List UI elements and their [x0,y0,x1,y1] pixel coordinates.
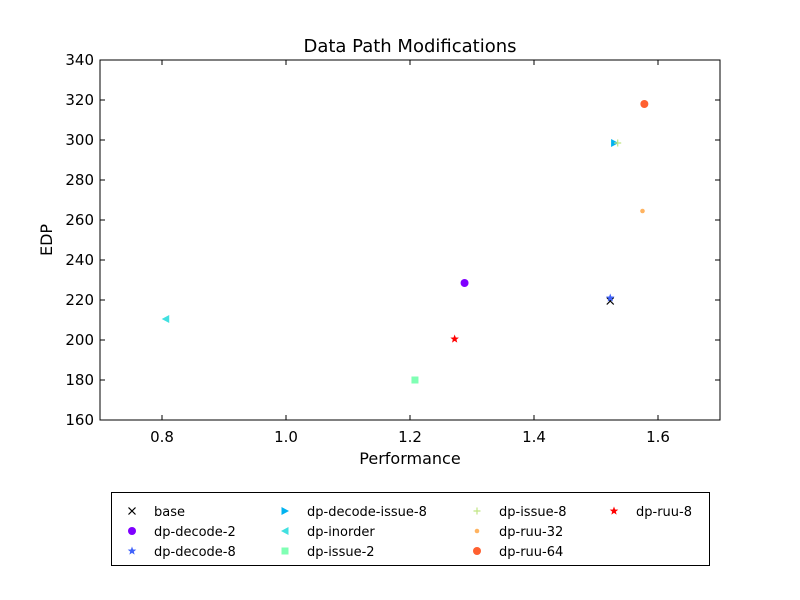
legend-marker-base [128,507,136,515]
data-point-dp-ruu-64 [640,100,649,108]
y-tick-label: 260 [65,211,94,229]
x-tick-label: 0.8 [150,428,174,446]
legend-label: dp-issue-2 [307,545,375,560]
legend-label: dp-decode-8 [154,545,236,560]
axes: 0.8 1.0 1.2 1.4 1.6 160 180 200 220 240 260 280 300 3… [65,51,721,446]
y-tick-label: 220 [65,291,94,309]
data-point-dp-issue-8 [614,139,622,147]
legend-marker-dp-ruu-64 [473,547,481,555]
data-points [161,100,649,384]
data-point-dp-decode-8 [605,293,615,302]
y-tick-label: 300 [65,131,94,149]
x-tick-label: 1.4 [522,428,546,446]
y-tick-label: 200 [65,331,94,349]
y-tick-label: 160 [65,411,94,429]
legend-marker-dp-issue-8 [473,507,481,515]
x-tick-label: 1.2 [398,428,422,446]
legend-marker-dp-decode-8 [127,546,137,555]
legend-marker-dp-ruu-8 [609,506,619,515]
legend-marker-dp-inorder [281,527,289,535]
y-tick-label: 280 [65,171,94,189]
x-tick-label: 1.0 [274,428,298,446]
data-point-dp-ruu-32 [640,208,645,214]
legend-marker-dp-decode-issue-8 [281,507,289,515]
legend-label: dp-decode-2 [154,525,236,540]
legend-label: dp-decode-issue-8 [307,505,427,520]
legend-marker-dp-issue-2 [281,547,289,555]
legend-label: dp-issue-8 [499,505,567,520]
legend-marker-dp-ruu-32 [474,528,480,534]
data-point-base [606,297,615,305]
y-axis-label: EDP [37,224,56,256]
legend-label: dp-inorder [307,525,375,540]
x-tick-label: 1.6 [646,428,670,446]
chart-title: Data Path Modifications [303,36,516,57]
data-point-dp-decode-2 [460,279,469,287]
legend: base dp-decode-2 dp-decode-8 dp-decode-issu… [111,492,710,566]
legend-marker-dp-decode-2 [128,527,136,535]
x-axis-label: Performance [359,449,460,468]
data-point-dp-issue-2 [411,376,419,384]
data-point-dp-ruu-8 [450,334,459,343]
y-tick-label: 240 [65,251,94,269]
legend-label: base [154,505,185,520]
legend-frame [111,492,710,566]
y-tick-label: 180 [65,371,94,389]
legend-label: dp-ruu-64 [499,545,563,560]
y-tick-label: 320 [65,91,94,109]
y-tick-label: 340 [65,51,94,69]
data-point-dp-inorder [161,315,170,323]
legend-label: dp-ruu-8 [636,505,692,520]
legend-label: dp-ruu-32 [499,525,563,540]
